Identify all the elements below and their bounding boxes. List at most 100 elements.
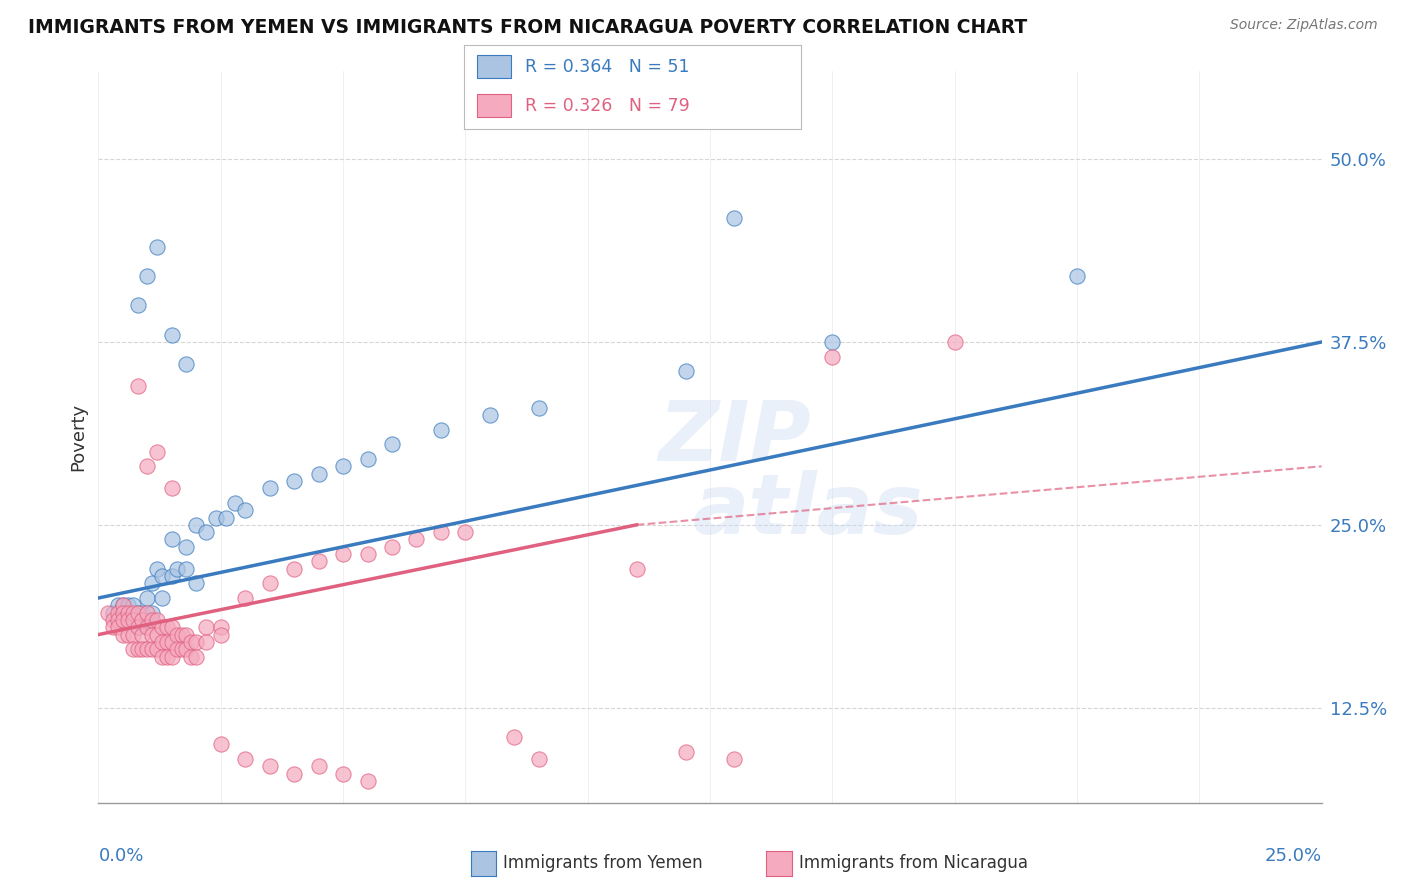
Text: ZIP: ZIP <box>658 397 811 477</box>
Point <box>156 635 179 649</box>
Point <box>127 606 149 620</box>
Point <box>160 327 183 342</box>
Point <box>186 517 208 532</box>
Point <box>141 627 163 641</box>
Point <box>332 459 354 474</box>
Point <box>381 437 404 451</box>
Point <box>146 240 169 254</box>
Point <box>146 642 169 657</box>
Text: Immigrants from Yemen: Immigrants from Yemen <box>503 855 703 872</box>
Point <box>527 752 550 766</box>
Point <box>121 613 143 627</box>
Point <box>160 620 183 634</box>
Point <box>943 334 966 349</box>
Point <box>356 452 378 467</box>
Point <box>205 510 228 524</box>
Point <box>127 606 149 620</box>
Point <box>111 599 134 613</box>
Point <box>111 613 134 627</box>
Point <box>283 562 305 576</box>
Point <box>233 752 256 766</box>
Point <box>160 533 183 547</box>
Point <box>150 620 173 634</box>
Point <box>107 620 129 634</box>
Point <box>146 613 169 627</box>
Point <box>141 642 163 657</box>
Point <box>121 606 143 620</box>
Bar <box>478 54 512 78</box>
Point <box>136 591 159 605</box>
Point <box>127 298 149 312</box>
Y-axis label: Poverty: Poverty <box>69 403 87 471</box>
Point <box>121 627 143 641</box>
Point <box>233 591 256 605</box>
Point <box>107 613 129 627</box>
Point <box>127 620 149 634</box>
Point <box>131 606 153 620</box>
Point <box>209 620 232 634</box>
Point <box>156 620 179 634</box>
Point <box>176 642 198 657</box>
Point <box>186 576 208 591</box>
Point <box>195 525 218 540</box>
Point <box>111 627 134 641</box>
Point <box>146 562 169 576</box>
Point <box>141 613 163 627</box>
Point <box>150 635 173 649</box>
Point <box>176 540 198 554</box>
Text: 0.0%: 0.0% <box>98 847 143 864</box>
Point <box>381 540 404 554</box>
Point <box>259 576 281 591</box>
Point <box>156 649 179 664</box>
Point <box>127 613 149 627</box>
Point <box>117 599 139 613</box>
Point <box>259 481 281 495</box>
Point <box>141 576 163 591</box>
Point <box>136 620 159 634</box>
Point <box>131 642 153 657</box>
Point <box>675 745 697 759</box>
Point <box>214 510 236 524</box>
Text: R = 0.364   N = 51: R = 0.364 N = 51 <box>524 58 689 76</box>
Point <box>821 350 844 364</box>
Point <box>166 562 188 576</box>
Point <box>675 364 697 378</box>
Point <box>166 642 188 657</box>
Point <box>454 525 477 540</box>
Point <box>101 613 124 627</box>
Point <box>150 569 173 583</box>
Point <box>821 334 844 349</box>
Point <box>176 357 198 371</box>
Point <box>478 408 501 422</box>
Point <box>160 635 183 649</box>
Point <box>170 642 193 657</box>
Point <box>136 269 159 284</box>
Point <box>308 554 330 568</box>
Point <box>1066 269 1088 284</box>
Point <box>332 766 354 780</box>
Point <box>356 547 378 561</box>
Point <box>121 642 143 657</box>
Point <box>170 627 193 641</box>
Point <box>150 649 173 664</box>
Point <box>97 606 120 620</box>
Point <box>176 562 198 576</box>
Point <box>180 649 202 664</box>
Point <box>186 635 208 649</box>
Point <box>160 649 183 664</box>
Point <box>332 547 354 561</box>
Point <box>723 211 745 225</box>
Point <box>160 481 183 495</box>
Point <box>186 649 208 664</box>
Point <box>141 606 163 620</box>
Point <box>723 752 745 766</box>
Point <box>626 562 648 576</box>
Point <box>117 606 139 620</box>
Point <box>195 620 218 634</box>
Point <box>356 773 378 788</box>
Text: 25.0%: 25.0% <box>1264 847 1322 864</box>
Text: Source: ZipAtlas.com: Source: ZipAtlas.com <box>1230 18 1378 32</box>
Point <box>166 627 188 641</box>
Point <box>308 759 330 773</box>
Point <box>117 627 139 641</box>
